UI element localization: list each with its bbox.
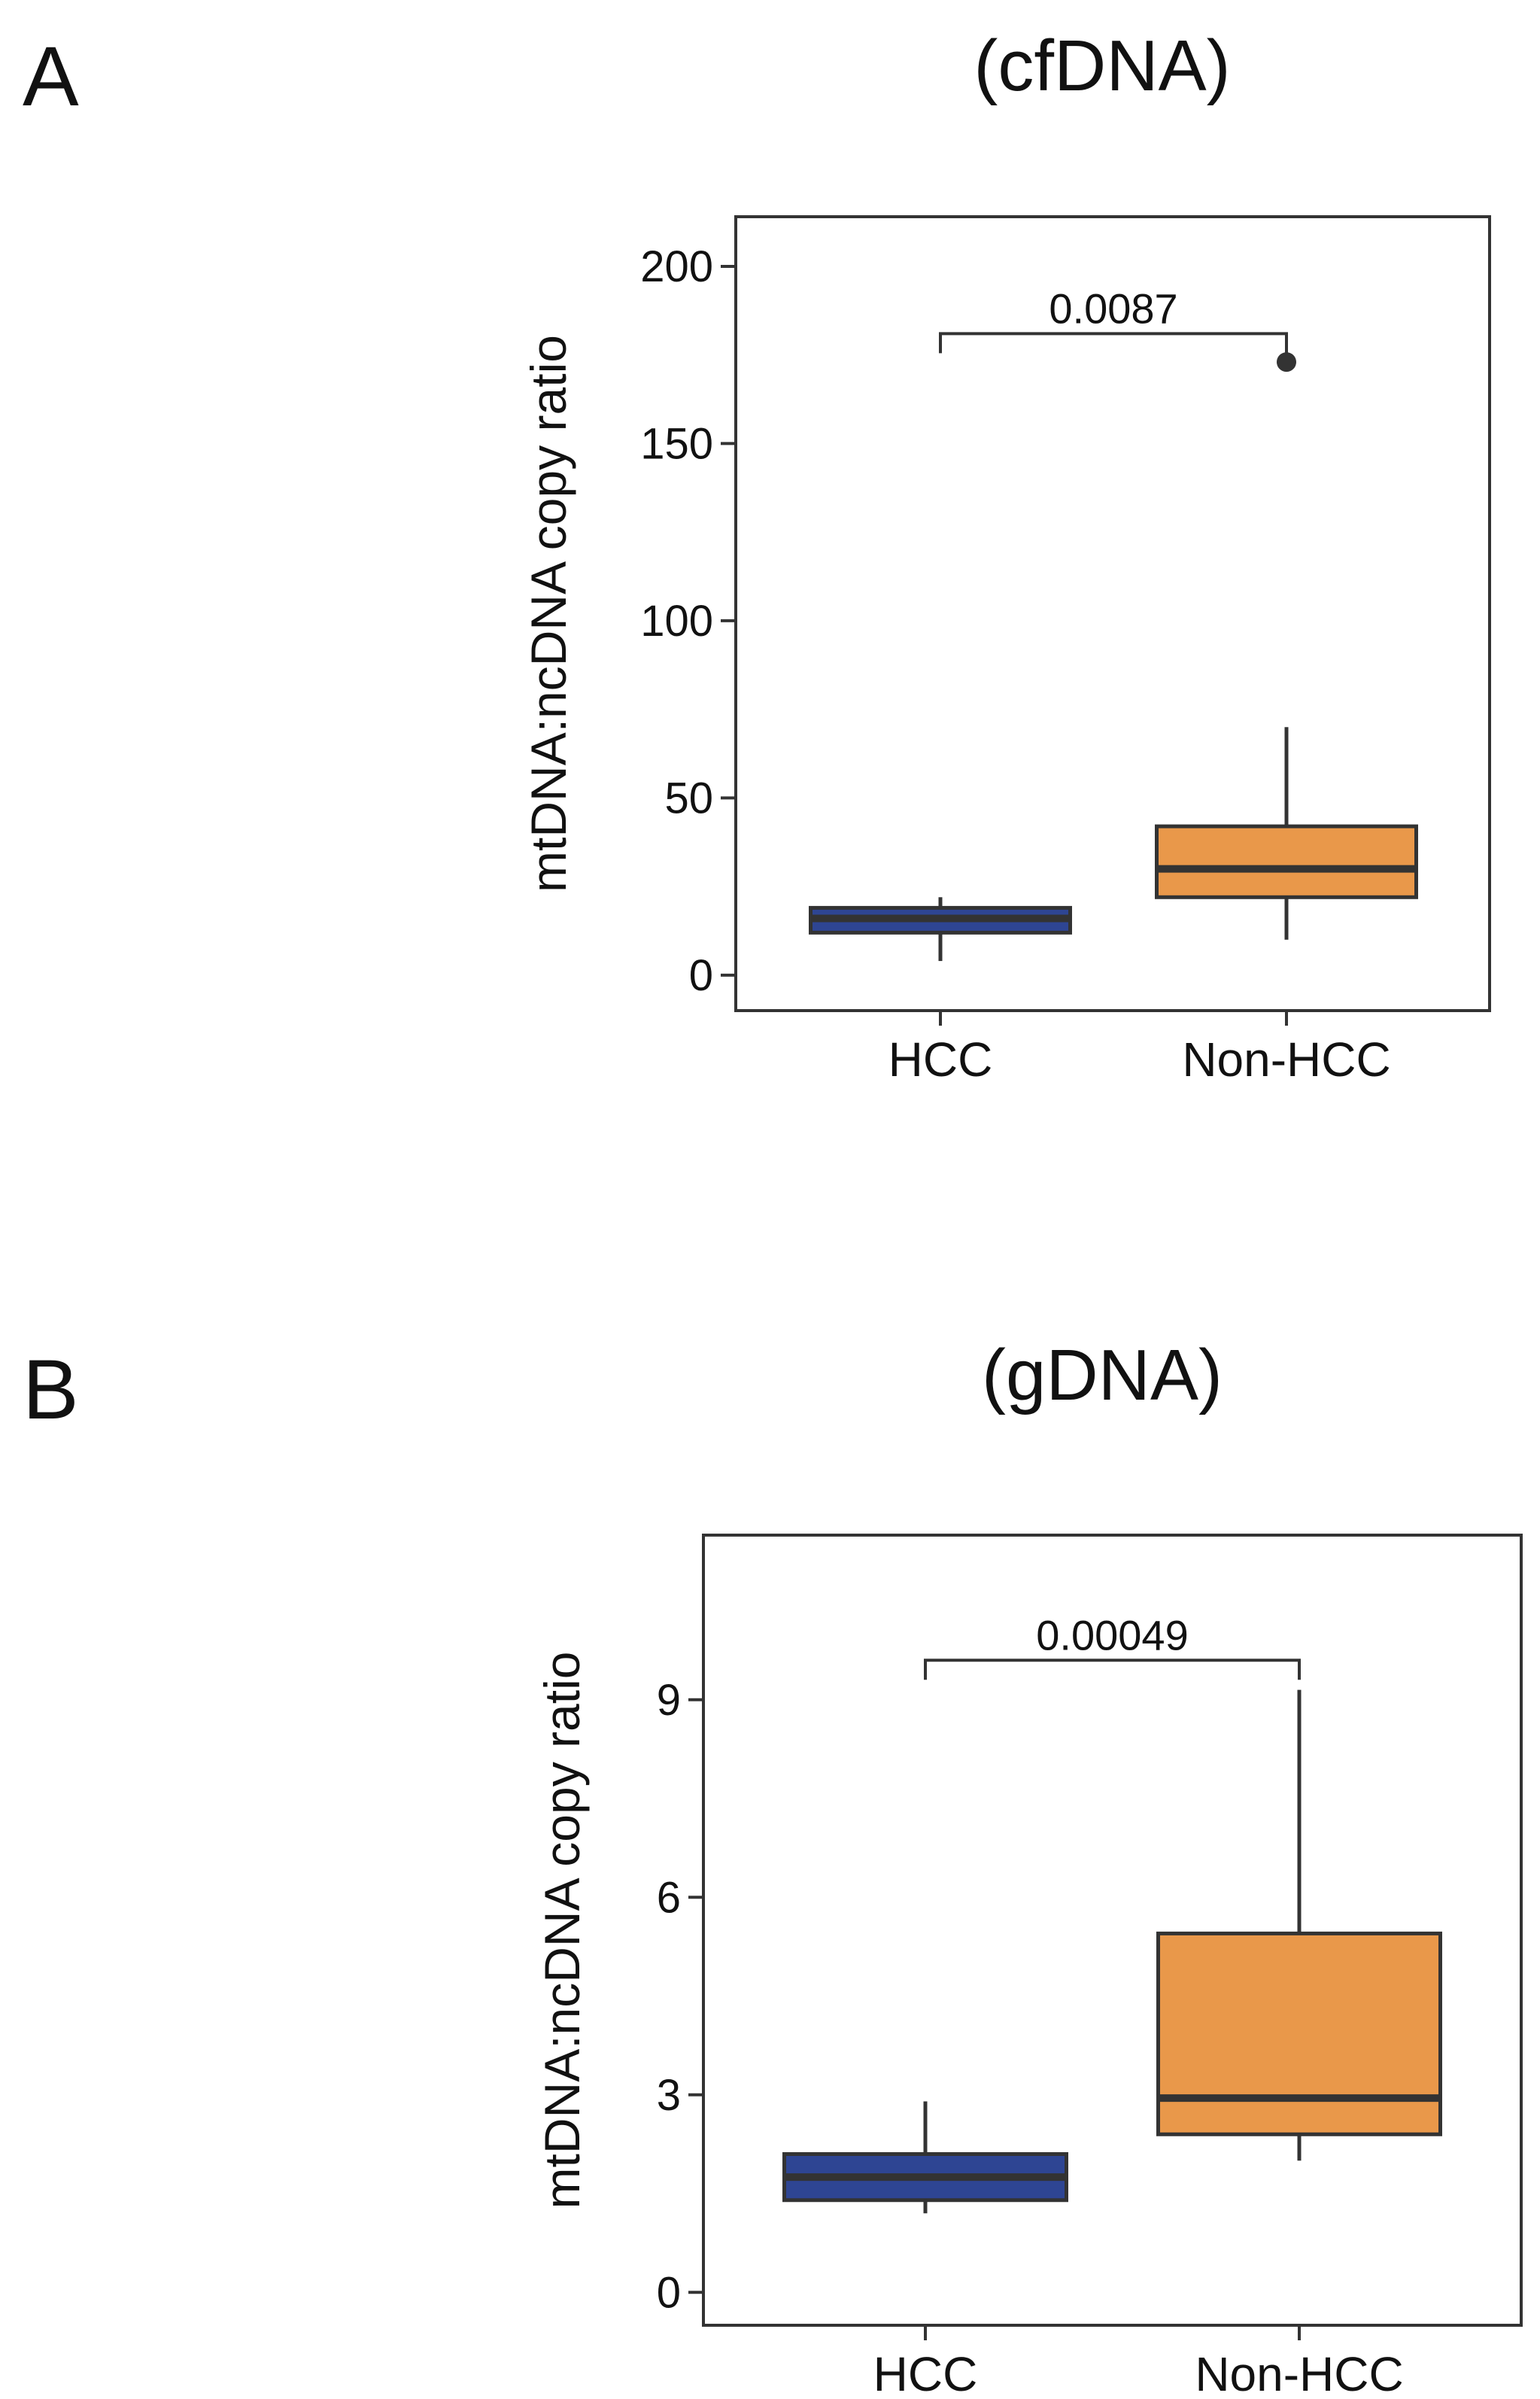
box-non-hcc (1156, 1931, 1442, 2136)
x-tick-label: Non-HCC (1182, 1032, 1390, 1087)
x-tick-label: HCC (873, 2347, 978, 2399)
chart-title-a: (cfDNA) (974, 26, 1230, 106)
plot-frame (734, 215, 1491, 1012)
x-tick-label: HCC (888, 1032, 993, 1087)
panel-label-b: B (23, 1342, 79, 1437)
outlier-point (1277, 352, 1296, 372)
y-tick-label: 150 (640, 420, 713, 469)
plot-frame (702, 1534, 1523, 2327)
panel-a: A (cfDNA) 0 50 100 150 200 mtDNA:ncDNA copy r… (23, 26, 1491, 1087)
panel-label-a: A (23, 29, 79, 123)
plot-area-a: 0 50 100 150 200 mtDNA:ncDNA copy ratio HCC Non… (521, 215, 1491, 1087)
chart-title-b: (gDNA) (982, 1335, 1223, 1415)
y-tick-label: 6 (657, 1874, 681, 1923)
box-non-hcc (1155, 824, 1418, 899)
y-tick-label: 100 (640, 597, 713, 646)
x-tick-label: Non-HCC (1195, 2347, 1403, 2399)
y-axis-label: mtDNA:ncDNA copy ratio (521, 335, 576, 892)
y-axis-label: mtDNA:ncDNA copy ratio (534, 1652, 590, 2209)
y-tick-label: 50 (664, 774, 713, 823)
panel-b: B (gDNA) 0 3 6 9 mtDNA:ncDNA copy ratio HCC No… (23, 1335, 1523, 2399)
y-tick-label: 0 (657, 2269, 681, 2318)
plot-area-b: 0 3 6 9 mtDNA:ncDNA copy ratio HCC Non-HCC 0.00… (534, 1534, 1523, 2399)
y-tick-label: 200 (640, 242, 713, 291)
significance-bracket (939, 332, 1288, 354)
p-value-label: 0.00049 (1036, 1611, 1188, 1659)
y-tick-label: 0 (689, 951, 713, 1000)
p-value-label: 0.0087 (1049, 284, 1177, 332)
y-tick-label: 9 (657, 1676, 681, 1725)
significance-bracket (924, 1659, 1301, 1680)
y-tick-label: 3 (657, 2071, 681, 2120)
